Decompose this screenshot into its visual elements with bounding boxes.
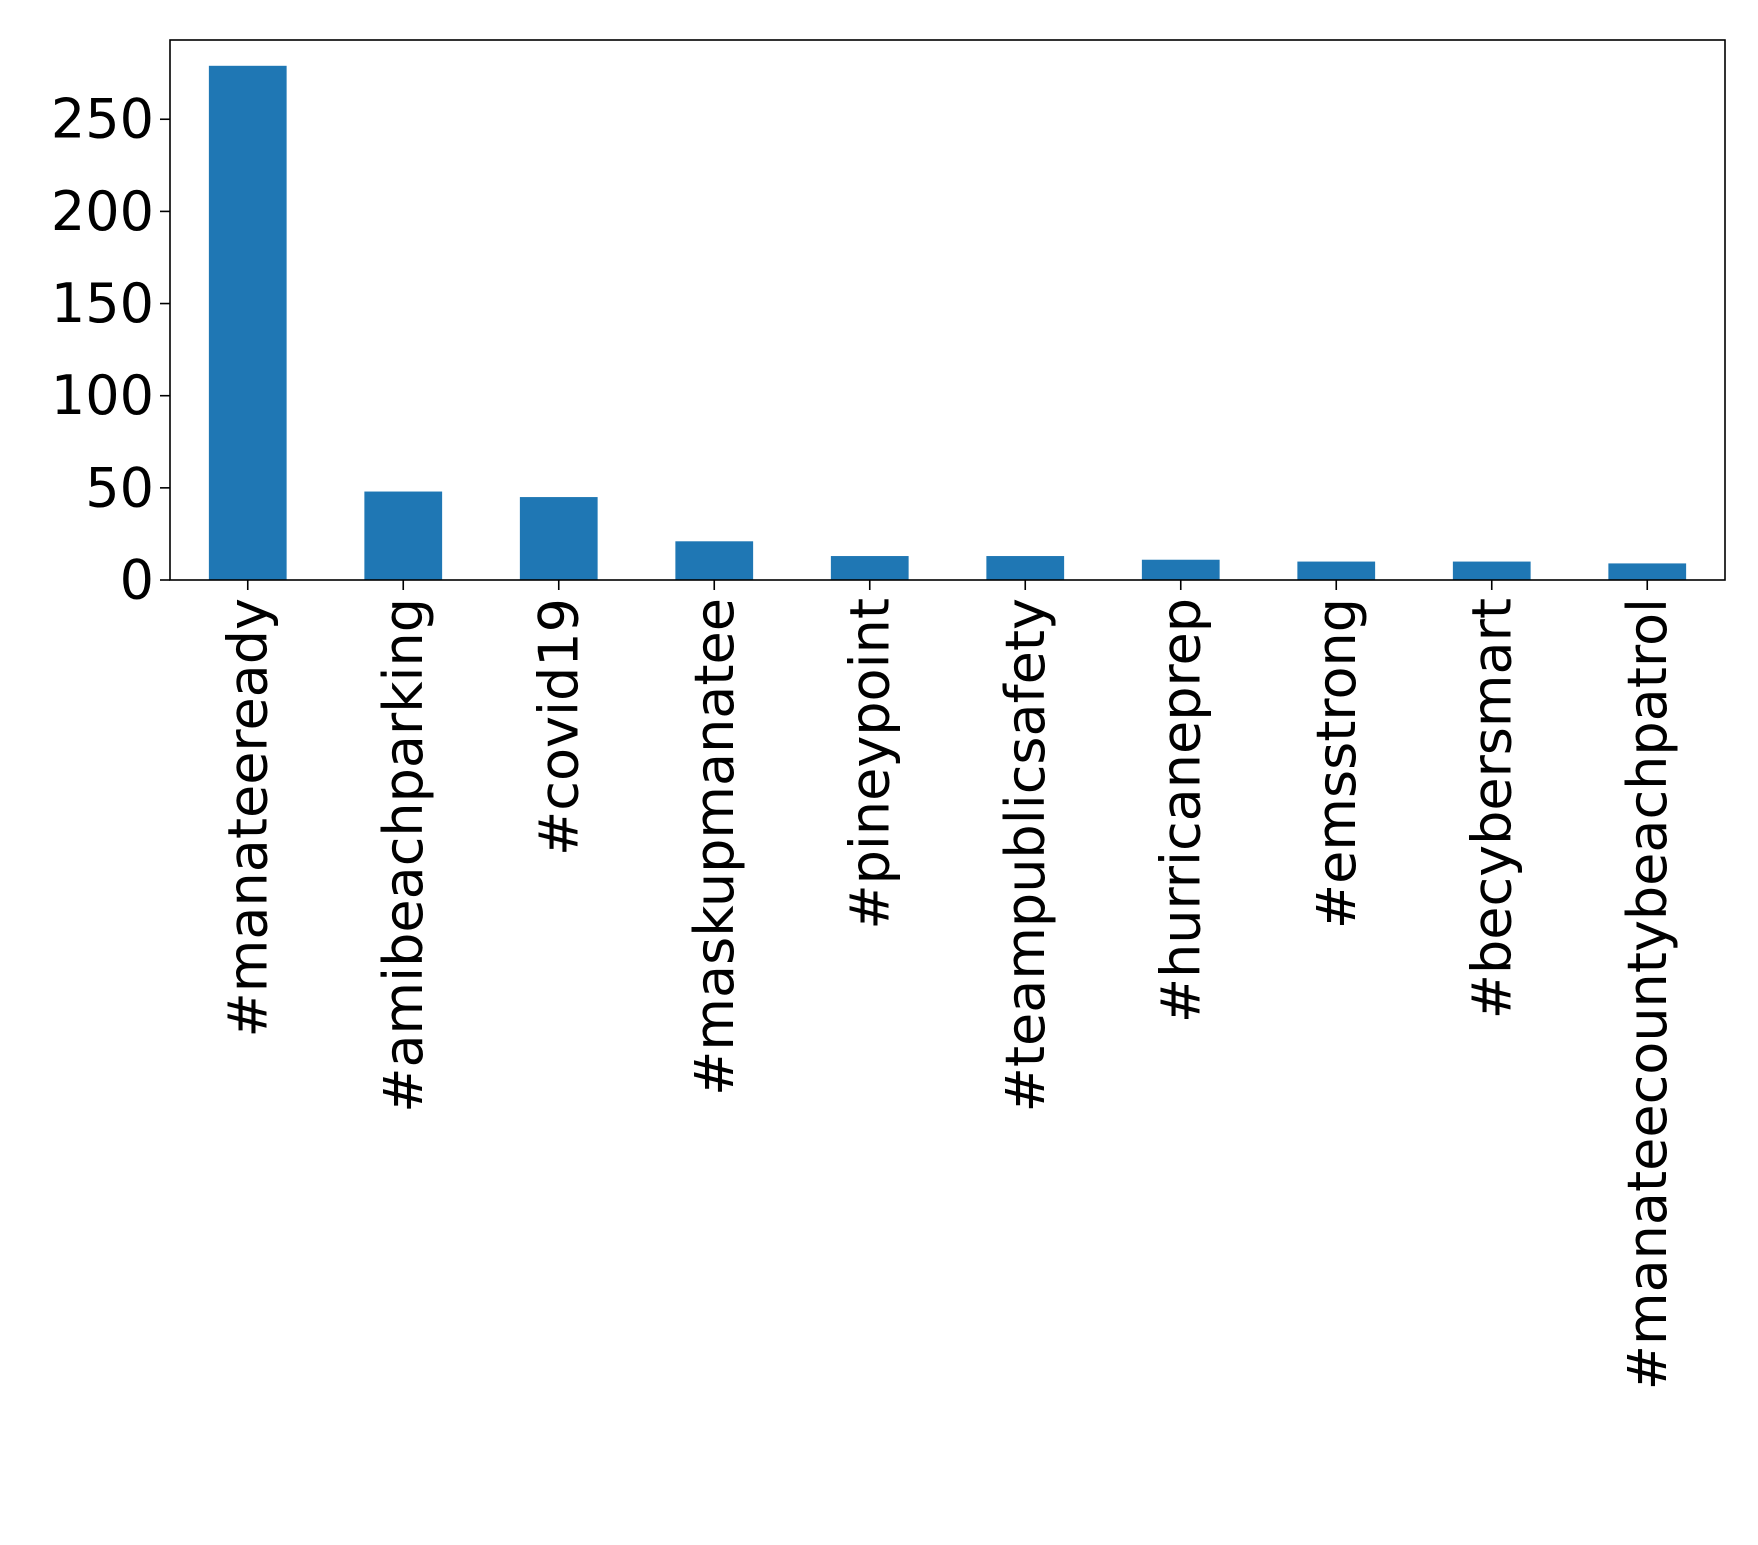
y-tick-label: 0 [120, 549, 154, 612]
x-tick-label: #becybersmart [1460, 598, 1523, 1019]
x-tick-label: #emsstrong [1305, 598, 1368, 929]
bar-covid19 [519, 497, 598, 580]
x-axis: #manateeready #amibeachparking #covid19 #ma… [216, 580, 1679, 1390]
x-tick-label: #amibeachparking [372, 598, 435, 1113]
x-tick-label: #covid19 [527, 598, 590, 856]
plot-frame [169, 39, 1726, 581]
bar-manateecountybeachpatrol [1608, 563, 1687, 580]
bar-maskupmanatee [675, 541, 754, 580]
bars-group [208, 65, 1687, 580]
bar-teampublicsafety [986, 556, 1065, 580]
y-axis: 0 50 100 150 200 250 [51, 88, 170, 612]
bar-emsstrong [1297, 561, 1376, 580]
y-tick-label: 250 [51, 88, 154, 151]
y-tick-label: 100 [51, 364, 154, 427]
bar-pineypoint [830, 556, 909, 580]
x-tick-label: #manateeready [216, 598, 279, 1037]
y-tick-label: 200 [51, 180, 154, 243]
y-tick-label: 150 [51, 272, 154, 335]
bar-manateeready [208, 65, 287, 580]
bar-amibeachparking [364, 491, 443, 580]
x-tick-label: #maskupmanatee [683, 598, 746, 1096]
y-tick-label: 50 [85, 456, 154, 519]
x-tick-label: #teampublicsafety [994, 598, 1057, 1112]
bar-hurricaneprep [1141, 559, 1220, 580]
bar-becybersmart [1452, 561, 1531, 580]
x-tick-label: #hurricaneprep [1149, 598, 1212, 1023]
x-tick-label: #pineypoint [838, 598, 901, 930]
x-tick-label: #manateecountybeachpatrol [1616, 598, 1679, 1390]
